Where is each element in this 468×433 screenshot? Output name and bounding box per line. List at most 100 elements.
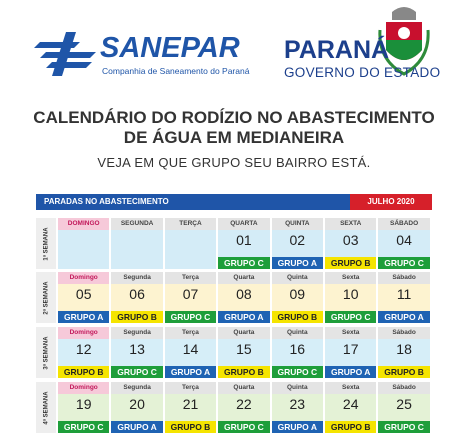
day-number: 02 bbox=[289, 232, 306, 248]
day-number: 25 bbox=[396, 396, 412, 412]
group-label: GRUPO A bbox=[58, 311, 110, 323]
day-number: 14 bbox=[182, 341, 199, 357]
day-number: 10 bbox=[342, 286, 359, 302]
title-line: CALENDÁRIO DO RODÍZIO NO ABASTECIMENTO bbox=[33, 108, 435, 127]
weekday: Sexta bbox=[325, 327, 377, 339]
calendar-bar bbox=[36, 194, 432, 210]
day-cell: Sábado 18 GRUPO B bbox=[378, 327, 430, 378]
weekday: Quinta bbox=[271, 272, 323, 284]
weekday: DOMINGO bbox=[58, 218, 110, 230]
weekday: Sábado bbox=[378, 382, 430, 394]
weekday: Quarta bbox=[218, 382, 270, 394]
weekday: Domingo bbox=[58, 272, 110, 284]
weekday: Quinta bbox=[271, 327, 323, 339]
group-label: GRUPO B bbox=[58, 366, 110, 378]
day-number: 22 bbox=[236, 396, 252, 412]
week-label-box bbox=[36, 272, 56, 323]
subtitle: VEJA EM QUE GRUPO SEU BAIRRO ESTÁ. bbox=[97, 155, 371, 170]
day-cell: Sexta 17 GRUPO A bbox=[325, 327, 377, 378]
group-label: GRUPO A bbox=[325, 366, 377, 378]
weekday: Sábado bbox=[378, 272, 430, 284]
day-cell: Sábado 25 GRUPO C bbox=[378, 382, 430, 433]
day-number: 05 bbox=[75, 286, 92, 302]
week-label: 3ª SEMANA bbox=[43, 335, 49, 370]
group-label: GRUPO C bbox=[325, 311, 377, 323]
weekday: Terça bbox=[164, 272, 217, 284]
group-label: GRUPO B bbox=[111, 311, 163, 323]
day-number: 08 bbox=[236, 286, 252, 302]
weekday: Terça bbox=[164, 382, 217, 394]
group-label: GRUPO C bbox=[271, 366, 323, 378]
day-number: 11 bbox=[396, 286, 412, 302]
state-subtitle: GOVERNO DO ESTADO bbox=[284, 65, 441, 80]
day-cell: Quinta 16 GRUPO C bbox=[271, 327, 323, 378]
day-number: 18 bbox=[396, 341, 412, 357]
day-cell: Quarta 22 GRUPO C bbox=[218, 382, 270, 433]
day-number: 09 bbox=[289, 286, 306, 302]
weekday: SEXTA bbox=[325, 218, 377, 230]
weekday: Domingo bbox=[58, 327, 110, 339]
day-cell: Quinta 09 GRUPO B bbox=[271, 272, 323, 323]
day-cell: Sexta 24 GRUPO B bbox=[325, 382, 377, 433]
week-label: 2ª SEMANA bbox=[43, 280, 49, 315]
weekday: Quarta bbox=[218, 327, 270, 339]
day-cell: Segunda 06 GRUPO B bbox=[111, 272, 163, 323]
weekday: Domingo bbox=[58, 382, 110, 394]
day-number: 07 bbox=[182, 286, 199, 302]
weekday: Terça bbox=[164, 327, 217, 339]
day-number: 17 bbox=[342, 341, 359, 357]
weekday: Segunda bbox=[111, 327, 163, 339]
day-number: 01 bbox=[236, 232, 252, 248]
group-label: GRUPO C bbox=[218, 421, 270, 433]
weekday: Segunda bbox=[111, 272, 163, 284]
group-label: GRUPO A bbox=[111, 421, 163, 433]
day-cell: Terça 07 GRUPO C bbox=[164, 272, 217, 323]
week-label-box bbox=[36, 218, 56, 269]
group-label: GRUPO B bbox=[378, 366, 430, 378]
group-label: GRUPO A bbox=[271, 421, 323, 433]
day-number: 13 bbox=[129, 341, 145, 357]
day-cell: Segunda 20 GRUPO A bbox=[111, 382, 163, 433]
group-label: GRUPO B bbox=[218, 366, 270, 378]
day-cell: Segunda 13 GRUPO C bbox=[111, 327, 163, 378]
group-label: GRUPO B bbox=[325, 421, 377, 433]
day-number: 04 bbox=[396, 232, 412, 248]
weekday: SÁBADO bbox=[378, 218, 430, 230]
day-cell: TERÇA bbox=[164, 218, 217, 269]
group-label: GRUPO A bbox=[218, 311, 270, 323]
day-cell: SEGUNDA bbox=[111, 218, 163, 269]
weekday: QUARTA bbox=[218, 218, 270, 230]
week-label-box bbox=[36, 327, 56, 378]
group-label: GRUPO C bbox=[218, 257, 270, 269]
day-number: 12 bbox=[75, 341, 92, 357]
day-number: 16 bbox=[289, 341, 306, 357]
day-cell: Quinta 23 GRUPO A bbox=[271, 382, 323, 433]
weekday: Sexta bbox=[325, 382, 377, 394]
day-cell: Terça 14 GRUPO A bbox=[164, 327, 217, 378]
day-cell: SÁBADO 04 GRUPO C bbox=[378, 218, 430, 269]
week-label-box bbox=[36, 382, 56, 433]
brand: SANEPAR bbox=[100, 32, 240, 64]
day-cell: Quarta 08 GRUPO A bbox=[218, 272, 270, 323]
group-label: GRUPO C bbox=[111, 366, 163, 378]
day-cell: QUINTA 02 GRUPO A bbox=[271, 218, 323, 269]
day-number: 03 bbox=[342, 232, 359, 248]
weekday: Sábado bbox=[378, 327, 430, 339]
day-cell: Sábado 11 GRUPO A bbox=[378, 272, 430, 323]
weekday: Segunda bbox=[111, 382, 163, 394]
weekday: Sexta bbox=[325, 272, 377, 284]
group-label: GRUPO C bbox=[378, 257, 430, 269]
group-label: GRUPO C bbox=[378, 421, 430, 433]
group-label: GRUPO A bbox=[271, 257, 323, 269]
weekday: TERÇA bbox=[164, 218, 217, 230]
state: PARANÁ bbox=[284, 36, 390, 64]
weekday: Quinta bbox=[271, 382, 323, 394]
group-label: GRUPO A bbox=[378, 311, 430, 323]
day-cell: Domingo 05 GRUPO A bbox=[58, 272, 110, 323]
weekday: Quarta bbox=[218, 272, 270, 284]
weekday: QUINTA bbox=[271, 218, 323, 230]
day-cell: Domingo 12 GRUPO B bbox=[58, 327, 110, 378]
group-label: GRUPO B bbox=[164, 421, 217, 433]
group-label: GRUPO B bbox=[271, 311, 323, 323]
